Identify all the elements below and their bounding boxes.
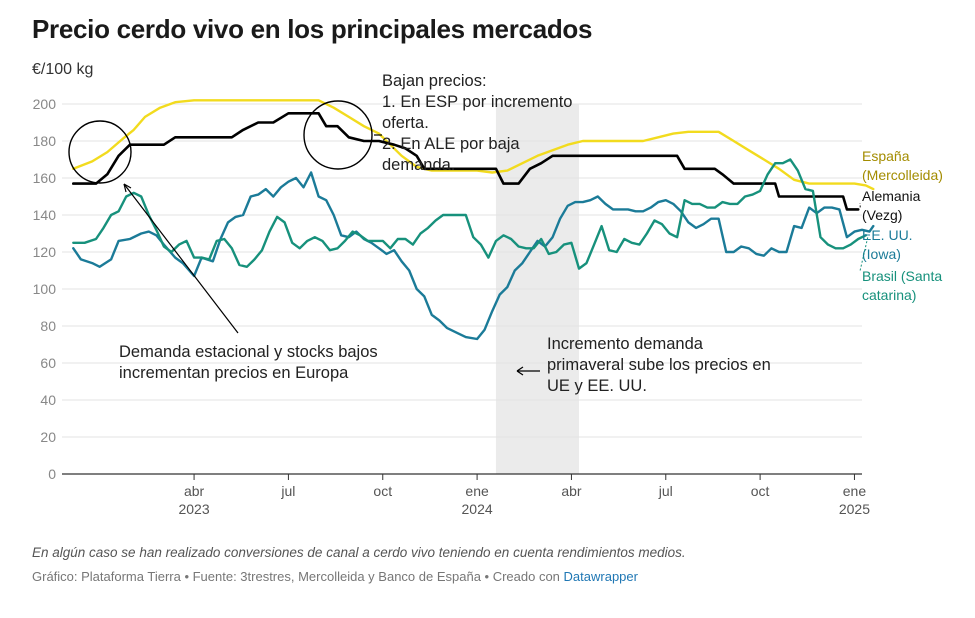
arrowhead — [123, 183, 132, 193]
legend-espana-line2: (Mercolleida) — [862, 167, 943, 183]
legend-brasil-line2: catarina) — [862, 287, 916, 303]
legend-eeuu-line1: EE. UU. — [862, 227, 913, 243]
gridlines — [62, 103, 862, 475]
series-line-alemania — [72, 112, 860, 211]
legend-leader-brasil — [859, 237, 869, 272]
series-line-espana — [72, 99, 875, 191]
series-line-brasil — [72, 158, 867, 270]
y-tick-label: 180 — [33, 133, 57, 149]
annotation-incremento-line: primaveral sube los precios en — [547, 356, 771, 374]
annotation-bajan-line: oferta. — [382, 114, 429, 132]
price-chart: 0 20 40 60 80 100 120 140 160 180 200 abr 2023 jul oc… — [33, 72, 943, 517]
x-tick-label: oct — [373, 483, 392, 499]
y-tick-label: 20 — [40, 429, 56, 445]
highlight-circle — [68, 120, 132, 184]
datawrapper-link[interactable]: Datawrapper — [563, 569, 638, 584]
annotation-bajan-line: Bajan precios: — [382, 72, 487, 90]
x-tick-year: 2025 — [839, 501, 870, 517]
annotation-incremento-line: UE y EE. UU. — [547, 377, 647, 395]
annotation-bajan-line: 1. En ESP por incremento — [382, 93, 572, 111]
x-tick-label: oct — [751, 483, 770, 499]
y-tick-label: 60 — [40, 355, 56, 371]
y-tick-label: 120 — [33, 244, 57, 260]
legend-alemania-line1: Alemania — [862, 188, 921, 204]
chart-title: Precio cerdo vivo en los principales mer… — [32, 14, 593, 44]
x-tick-year: 2023 — [178, 501, 209, 517]
highlight-circle — [303, 100, 373, 170]
y-axis: 0 20 40 60 80 100 120 140 160 180 200 — [33, 96, 57, 482]
annotation-bajan-line: demanda. — [382, 156, 455, 174]
y-tick-label: 160 — [33, 170, 57, 186]
annotation-incremento-line: Incremento demanda — [547, 335, 704, 353]
x-tick-label: abr — [561, 483, 582, 499]
legend-espana-line1: España — [862, 148, 910, 164]
x-tick-label: jul — [658, 483, 673, 499]
x-tick-label: jul — [280, 483, 295, 499]
unit-label: €/100 kg — [32, 61, 94, 78]
annotation-circles — [68, 100, 373, 184]
annotations: Bajan precios: 1. En ESP por incremento of… — [119, 72, 771, 395]
y-tick-label: 40 — [40, 392, 56, 408]
series-line-eeuu — [72, 171, 875, 341]
x-axis: abr 2023 jul oct ene 2024 abr jul oct ene 2025 — [178, 474, 870, 517]
y-tick-label: 80 — [40, 318, 56, 334]
y-tick-label: 200 — [33, 96, 57, 112]
annotation-demanda-line: incrementan precios en Europa — [119, 364, 349, 382]
legend-eeuu-line2: (Iowa) — [862, 246, 901, 262]
footnote: En algún caso se han realizado conversio… — [32, 545, 686, 560]
x-tick-label: abr — [184, 483, 205, 499]
x-tick-label: ene — [465, 483, 489, 499]
series-lines — [72, 99, 875, 341]
annotation-arrow — [123, 183, 239, 334]
y-tick-label: 140 — [33, 207, 57, 223]
annotation-bajan-line: 2. En ALE por baja — [382, 135, 520, 153]
legend: España (Mercolleida) Alemania (Vezg) EE. UU.… — [859, 148, 943, 303]
x-tick-year: 2024 — [462, 501, 493, 517]
legend-brasil-line1: Brasil (Santa — [862, 268, 942, 284]
annotation-demanda-line: Demanda estacional y stocks bajos — [119, 343, 378, 361]
legend-alemania-line2: (Vezg) — [862, 207, 902, 223]
x-tick-label: ene — [843, 483, 867, 499]
arrowhead — [516, 366, 524, 376]
credits-text: Gráfico: Plataforma Tierra • Fuente: 3tr… — [32, 569, 560, 584]
y-tick-label: 0 — [48, 466, 56, 482]
credits: Gráfico: Plataforma Tierra • Fuente: 3tr… — [32, 569, 638, 584]
y-tick-label: 100 — [33, 281, 57, 297]
